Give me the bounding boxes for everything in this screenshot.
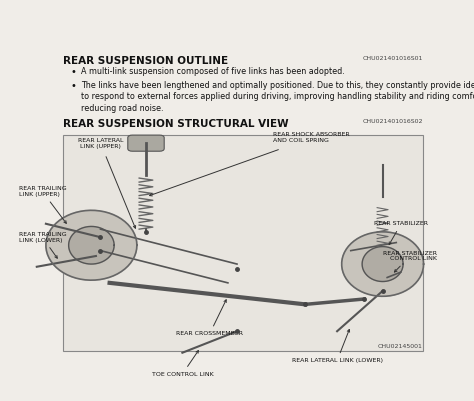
- Text: CHU021401016S02: CHU021401016S02: [363, 119, 423, 124]
- Text: TOE CONTROL LINK: TOE CONTROL LINK: [152, 350, 213, 377]
- Text: The links have been lengthened and optimally positioned. Due to this, they const: The links have been lengthened and optim…: [82, 81, 474, 113]
- Text: A multi-link suspension composed of five links has been adopted.: A multi-link suspension composed of five…: [82, 67, 345, 76]
- Text: REAR LATERAL LINK (LOWER): REAR LATERAL LINK (LOWER): [292, 330, 383, 363]
- FancyBboxPatch shape: [128, 135, 164, 151]
- Polygon shape: [46, 211, 137, 280]
- Text: •: •: [70, 67, 76, 77]
- Text: REAR SUSPENSION STRUCTURAL VIEW: REAR SUSPENSION STRUCTURAL VIEW: [63, 119, 289, 129]
- Text: REAR SHOCK ABSORBER
AND COIL SPRING: REAR SHOCK ABSORBER AND COIL SPRING: [150, 132, 350, 196]
- Polygon shape: [69, 227, 114, 264]
- Text: REAR CROSSMEMBER: REAR CROSSMEMBER: [176, 300, 243, 336]
- Polygon shape: [342, 232, 424, 296]
- Text: REAR TRAILING
LINK (LOWER): REAR TRAILING LINK (LOWER): [18, 232, 66, 258]
- FancyBboxPatch shape: [63, 135, 423, 351]
- Text: REAR LATERAL
LINK (UPPER): REAR LATERAL LINK (UPPER): [78, 138, 136, 228]
- Text: REAR TRAILING
LINK (UPPER): REAR TRAILING LINK (UPPER): [18, 186, 66, 223]
- Text: CHU02145001: CHU02145001: [378, 344, 423, 349]
- Text: •: •: [70, 81, 76, 91]
- Text: REAR STABILIZER: REAR STABILIZER: [374, 221, 428, 245]
- Text: REAR SUSPENSION OUTLINE: REAR SUSPENSION OUTLINE: [63, 56, 228, 66]
- Polygon shape: [362, 247, 403, 282]
- Text: CHU021401016S01: CHU021401016S01: [363, 56, 423, 61]
- Text: REAR STABILIZER
CONTROL LINK: REAR STABILIZER CONTROL LINK: [383, 251, 437, 272]
